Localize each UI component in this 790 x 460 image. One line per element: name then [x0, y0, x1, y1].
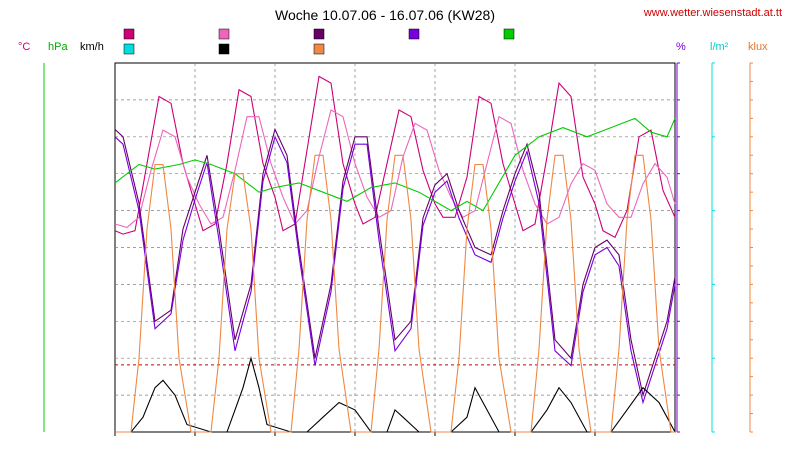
unit-wind: km/h	[80, 41, 104, 53]
axes-right	[676, 62, 753, 433]
legend-swatch-regen	[123, 43, 135, 55]
grid	[115, 63, 675, 432]
legend-swatch-luftdruck	[503, 28, 515, 40]
unit-pressure: hPa	[48, 41, 68, 53]
unit-temp: °C	[18, 41, 30, 53]
series-line-helligkeit	[115, 154, 675, 433]
legend-swatch-feuchte_an	[408, 28, 420, 40]
legend-swatch-helligkeit	[313, 43, 325, 55]
chart-title: Woche 10.07.06 - 16.07.06 (KW28)	[275, 7, 495, 23]
series-line-feuchte_as	[114, 127, 676, 398]
x-axis-labels	[114, 432, 596, 436]
legend-swatch-wind	[218, 43, 230, 55]
series-line-feuchte_an	[114, 135, 676, 405]
legend	[123, 28, 515, 55]
series-line-luftdruck	[114, 117, 676, 212]
legend-swatch-feuchte_as	[313, 28, 325, 40]
source-url: www.wetter.wiesenstadt.at.tt	[643, 7, 782, 19]
series-line-wind	[115, 356, 676, 433]
legend-swatch-temp_as	[123, 28, 135, 40]
unit-rain: l/m²	[710, 41, 729, 53]
legend-swatch-temp_an	[218, 28, 230, 40]
series-lines	[114, 75, 676, 433]
unit-humidity: %	[676, 41, 686, 53]
series-line-temp_as	[114, 75, 676, 239]
unit-light: klux	[748, 41, 768, 53]
